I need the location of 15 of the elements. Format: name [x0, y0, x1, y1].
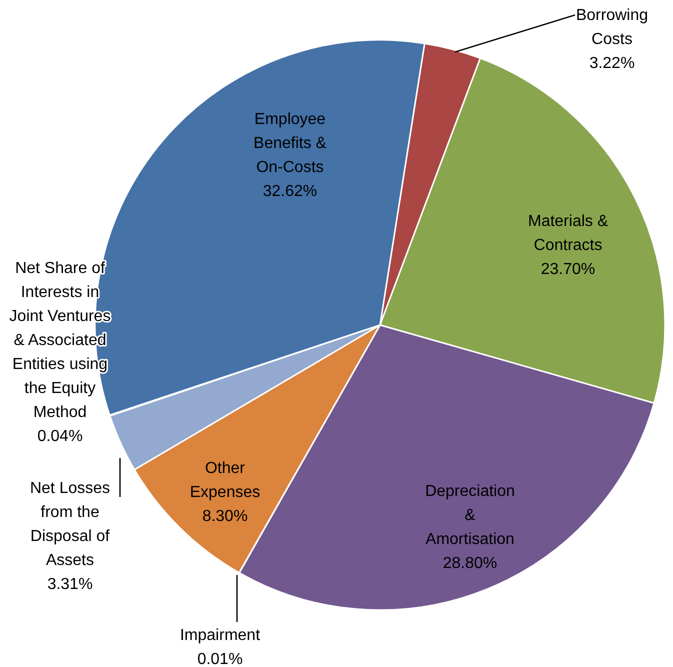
data-label: 0.01% — [197, 651, 243, 667]
slice-label: Employee Benefits & On-Costs — [254, 111, 327, 176]
data-label: 3.31% — [47, 576, 93, 593]
slice-label: Materials & Contracts — [528, 213, 608, 254]
data-label: 3.22% — [589, 55, 635, 72]
data-label: 8.30% — [202, 508, 248, 525]
slice-label: Depreciation & Amortisation — [425, 483, 515, 548]
slice-label: Net Losses from the Disposal of Assets — [30, 480, 110, 569]
data-label: 32.62% — [262, 183, 318, 200]
data-label: 23.70% — [540, 261, 596, 278]
slice-label: Impairment — [180, 627, 261, 644]
slice-label: Borrowing Costs — [576, 7, 648, 48]
data-label: 28.80% — [442, 555, 498, 572]
slice-label: Other Expenses — [190, 460, 260, 501]
data-label: 0.04% — [37, 428, 83, 445]
